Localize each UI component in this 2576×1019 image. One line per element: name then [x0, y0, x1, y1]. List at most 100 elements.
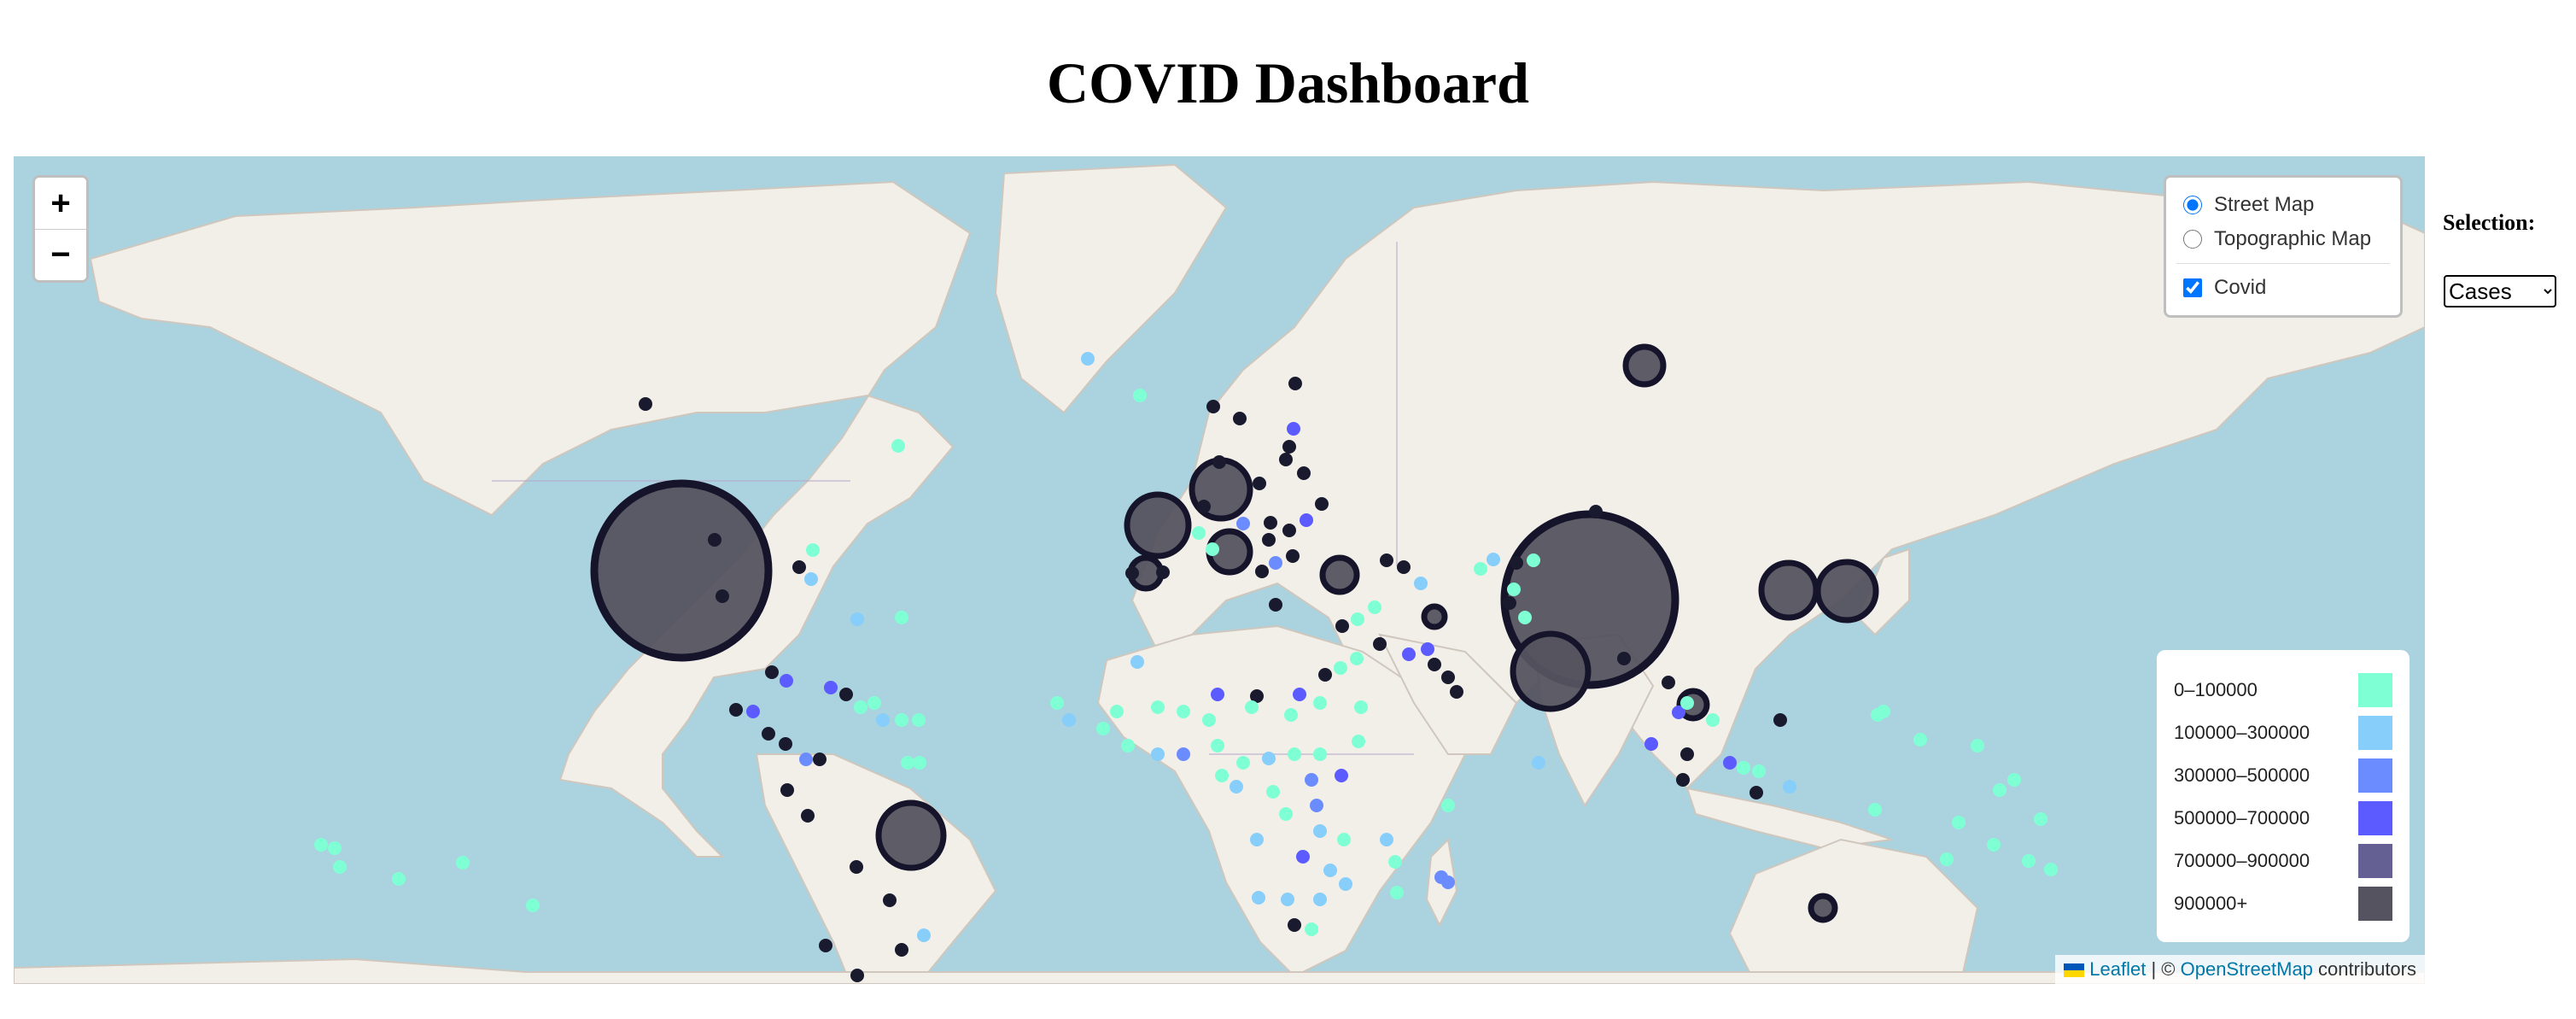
- covid-marker[interactable]: [1133, 389, 1147, 402]
- covid-marker[interactable]: [850, 860, 863, 874]
- covid-marker[interactable]: [1723, 756, 1737, 770]
- covid-marker[interactable]: [1282, 524, 1296, 537]
- covid-marker[interactable]: [639, 397, 652, 411]
- covid-marker[interactable]: [1151, 700, 1165, 714]
- covid-marker[interactable]: [895, 713, 908, 727]
- covid-marker[interactable]: [1262, 752, 1276, 765]
- covid-marker[interactable]: [1262, 533, 1276, 547]
- covid-marker[interactable]: [854, 700, 867, 714]
- covid-marker-large[interactable]: [1814, 559, 1879, 624]
- covid-marker[interactable]: [1952, 816, 1966, 829]
- covid-marker[interactable]: [1913, 733, 1927, 747]
- covid-marker[interactable]: [819, 939, 832, 952]
- covid-marker[interactable]: [1335, 769, 1348, 782]
- covid-marker[interactable]: [1877, 705, 1890, 718]
- covid-marker[interactable]: [1749, 786, 1763, 799]
- covid-marker[interactable]: [850, 969, 864, 982]
- selection-dropdown[interactable]: Cases: [2444, 275, 2556, 307]
- covid-marker[interactable]: [1474, 562, 1487, 576]
- covid-marker[interactable]: [1211, 739, 1224, 753]
- covid-marker[interactable]: [891, 439, 905, 453]
- covid-marker[interactable]: [1518, 611, 1532, 624]
- covid-marker[interactable]: [1662, 676, 1675, 689]
- covid-marker[interactable]: [716, 589, 729, 603]
- covid-marker[interactable]: [895, 943, 908, 957]
- covid-marker[interactable]: [1368, 600, 1381, 614]
- covid-marker[interactable]: [901, 756, 914, 770]
- covid-marker[interactable]: [1773, 713, 1787, 727]
- covid-marker[interactable]: [1441, 876, 1455, 889]
- covid-marker[interactable]: [456, 856, 470, 870]
- covid-marker[interactable]: [1402, 647, 1416, 661]
- covid-marker[interactable]: [1253, 477, 1266, 490]
- covid-marker[interactable]: [1337, 833, 1351, 846]
- covid-marker[interactable]: [1287, 422, 1300, 436]
- covid-marker[interactable]: [1281, 893, 1294, 906]
- covid-marker[interactable]: [1313, 893, 1327, 906]
- covid-marker[interactable]: [883, 893, 897, 907]
- covid-marker[interactable]: [1414, 577, 1428, 590]
- street-map-radio[interactable]: [2183, 196, 2202, 214]
- covid-marker[interactable]: [1388, 855, 1402, 869]
- covid-marker[interactable]: [1305, 773, 1318, 787]
- covid-marker[interactable]: [1264, 516, 1277, 530]
- covid-marker[interactable]: [2044, 863, 2058, 876]
- covid-marker[interactable]: [1737, 761, 1750, 775]
- covid-marker[interactable]: [895, 611, 908, 624]
- covid-marker[interactable]: [850, 612, 864, 626]
- covid-marker-large[interactable]: [1510, 630, 1592, 712]
- covid-marker[interactable]: [1121, 739, 1135, 753]
- covid-marker[interactable]: [1313, 696, 1327, 710]
- layer-option-covid[interactable]: Covid: [2182, 271, 2385, 305]
- zoom-out-button[interactable]: −: [35, 229, 86, 280]
- covid-marker[interactable]: [1288, 918, 1301, 932]
- covid-marker[interactable]: [1236, 517, 1250, 530]
- covid-marker[interactable]: [1125, 566, 1139, 580]
- covid-marker[interactable]: [2007, 773, 2021, 787]
- covid-marker[interactable]: [1062, 713, 1076, 727]
- covid-marker[interactable]: [1783, 780, 1796, 794]
- covid-marker[interactable]: [1279, 453, 1293, 466]
- covid-marker-large[interactable]: [1124, 491, 1192, 559]
- covid-marker[interactable]: [1380, 833, 1393, 846]
- covid-marker[interactable]: [1589, 505, 1603, 518]
- covid-marker[interactable]: [780, 783, 794, 797]
- covid-markers-layer[interactable]: [14, 156, 2425, 984]
- covid-marker[interactable]: [912, 713, 926, 727]
- covid-marker[interactable]: [1644, 737, 1658, 751]
- covid-marker[interactable]: [1245, 700, 1259, 714]
- covid-marker[interactable]: [1752, 764, 1766, 778]
- covid-marker[interactable]: [746, 705, 760, 718]
- covid-marker[interactable]: [1532, 756, 1545, 770]
- covid-marker[interactable]: [1971, 739, 1984, 753]
- covid-marker[interactable]: [1487, 553, 1500, 566]
- covid-marker[interactable]: [792, 560, 806, 574]
- covid-marker[interactable]: [392, 872, 406, 886]
- covid-marker[interactable]: [1352, 735, 1365, 748]
- covid-marker[interactable]: [1252, 891, 1265, 905]
- covid-marker[interactable]: [1373, 637, 1387, 651]
- covid-marker[interactable]: [729, 703, 743, 717]
- covid-marker[interactable]: [1313, 824, 1327, 838]
- covid-marker[interactable]: [1676, 773, 1690, 787]
- covid-marker[interactable]: [1151, 747, 1165, 761]
- world-map[interactable]: + − Street Map Topographic Map Covid 0–1…: [14, 156, 2425, 984]
- covid-marker[interactable]: [1255, 565, 1269, 578]
- covid-marker[interactable]: [2034, 812, 2047, 826]
- covid-marker[interactable]: [1236, 756, 1250, 770]
- covid-marker[interactable]: [1197, 500, 1211, 513]
- covid-marker[interactable]: [1206, 400, 1220, 413]
- covid-marker[interactable]: [913, 756, 926, 770]
- covid-marker[interactable]: [1192, 526, 1206, 540]
- covid-marker[interactable]: [1096, 722, 1110, 735]
- covid-marker[interactable]: [1130, 655, 1144, 669]
- covid-marker[interactable]: [1334, 661, 1347, 675]
- covid-marker[interactable]: [1269, 556, 1282, 570]
- covid-marker[interactable]: [1230, 780, 1243, 794]
- covid-marker-large[interactable]: [875, 799, 947, 871]
- covid-marker[interactable]: [1450, 685, 1463, 699]
- covid-marker[interactable]: [1987, 838, 2001, 852]
- covid-marker[interactable]: [1310, 799, 1323, 812]
- covid-marker[interactable]: [1350, 652, 1364, 665]
- covid-marker[interactable]: [1233, 412, 1247, 425]
